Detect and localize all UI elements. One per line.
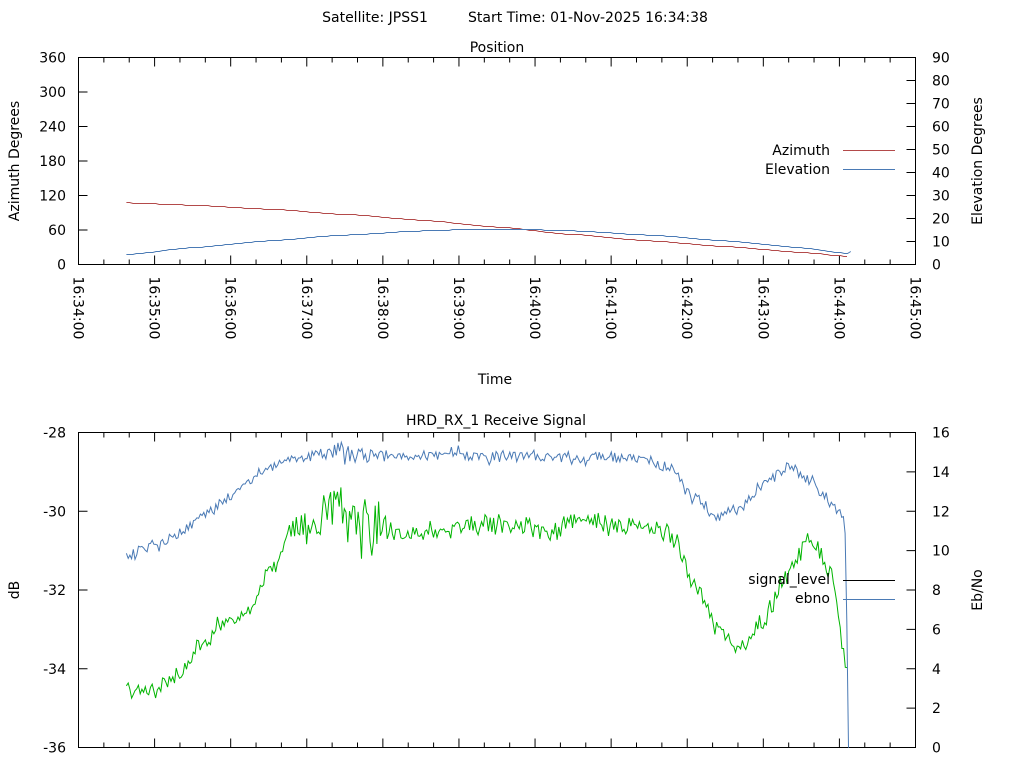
- position-y-ticks: 0 60 120 180 240 300 360: [39, 51, 88, 274]
- receive-y-ticks: -36 -34 -32 -30 -28: [43, 426, 88, 757]
- satellite-label: Satellite: JPSS1: [322, 10, 428, 26]
- legend-label-azimuth: Azimuth: [772, 143, 830, 159]
- y-tick-label: -28: [43, 426, 66, 442]
- db-axis-label: dB: [7, 581, 23, 600]
- y2-tick-label: 50: [932, 143, 950, 159]
- x-tick-label: 16:35:00: [146, 277, 162, 340]
- y-tick-label: -34: [43, 662, 66, 678]
- position-plot-frame: [78, 57, 916, 265]
- azimuth-axis-label: Azimuth Degrees: [7, 101, 23, 221]
- receive-x-ticks: [103, 432, 891, 748]
- y2-tick-label: 12: [932, 504, 950, 520]
- x-tick-label: 16:45:00: [907, 277, 923, 340]
- x-tick-label: 16:40:00: [526, 277, 542, 340]
- y2-tick-label: 80: [932, 74, 950, 90]
- x-tick-label: 16:43:00: [754, 277, 770, 340]
- elevation-axis-label: Elevation Degrees: [970, 97, 986, 225]
- ebno-axis-label: Eb/No: [970, 569, 986, 611]
- position-chart: Position 16:34:00 16:35:00 16:36:00 16:37:0…: [7, 40, 986, 388]
- position-chart-title: Position: [470, 40, 525, 56]
- y-tick-label: -36: [43, 741, 66, 757]
- x-tick-label: 16:34:00: [70, 277, 86, 340]
- y2-tick-label: 8: [932, 583, 941, 599]
- y-tick-label: 360: [39, 51, 66, 67]
- y2-tick-label: 10: [932, 544, 950, 560]
- series-line-azimuth: [126, 202, 847, 257]
- x-tick-label: 16:39:00: [450, 277, 466, 340]
- receive-signal-chart: HRD_RX_1 Receive Signal -36-34-32-30-28 …: [7, 413, 986, 757]
- receive-plot-frame: [78, 432, 916, 748]
- y2-tick-label: 40: [932, 166, 950, 182]
- y-tick-label: 120: [39, 189, 66, 205]
- y2-tick-label: 4: [932, 662, 941, 678]
- y2-tick-label: 14: [932, 465, 950, 481]
- position-x-ticks: 16:34:00 16:35:00 16:36:00 16:37:00 16:38:00…: [70, 57, 923, 340]
- receive-y2-ticks: 0 2 4 6 8 10 12 14 16: [906, 426, 950, 757]
- position-legend: Azimuth Elevation: [765, 143, 895, 178]
- y-tick-label: 180: [39, 154, 66, 170]
- x-tick-label: 16:37:00: [298, 277, 314, 340]
- y2-tick-label: 2: [932, 701, 941, 717]
- legend-label-signal-level: signal_level: [748, 572, 830, 588]
- y-tick-label: 0: [57, 258, 66, 274]
- x-tick-label: 16:41:00: [602, 277, 618, 340]
- series-line-signal-level: [125, 487, 848, 700]
- x-tick-label: 16:44:00: [830, 277, 846, 340]
- legend-label-ebno: ebno: [795, 591, 830, 607]
- y2-tick-label: 20: [932, 212, 950, 228]
- y2-tick-label: 16: [932, 426, 950, 442]
- series-line-ebno: [125, 440, 849, 748]
- y-tick-label: 240: [39, 120, 66, 136]
- y2-tick-label: 6: [932, 622, 941, 638]
- time-axis-label: Time: [477, 372, 512, 388]
- y2-tick-label: 10: [932, 235, 950, 251]
- y2-tick-label: 90: [932, 51, 950, 67]
- y2-tick-label: 0: [932, 741, 941, 757]
- legend-label-elevation: Elevation: [765, 162, 830, 178]
- x-tick-label: 16:38:00: [374, 277, 390, 340]
- y-tick-label: -30: [43, 504, 66, 520]
- y2-tick-label: 30: [932, 189, 950, 205]
- y2-tick-label: 60: [932, 120, 950, 136]
- position-y2-ticks: 0 10 20 30 40 50 60 70 80 90: [906, 51, 950, 274]
- y-tick-label: 60: [48, 223, 66, 239]
- y-tick-label: -32: [43, 583, 66, 599]
- receive-legend: signal_level ebno: [748, 572, 895, 607]
- y-tick-label: 300: [39, 85, 66, 101]
- x-tick-label: 16:36:00: [222, 277, 238, 340]
- y2-tick-label: 0: [932, 258, 941, 274]
- x-tick-label: 16:42:00: [678, 277, 694, 340]
- receive-signal-chart-title: HRD_RX_1 Receive Signal: [406, 413, 586, 429]
- y2-tick-label: 70: [932, 97, 950, 113]
- position-series: [126, 202, 852, 257]
- series-line-elevation: [126, 229, 852, 255]
- receive-series: [125, 440, 849, 748]
- start-time-label: Start Time: 01-Nov-2025 16:34:38: [468, 10, 708, 26]
